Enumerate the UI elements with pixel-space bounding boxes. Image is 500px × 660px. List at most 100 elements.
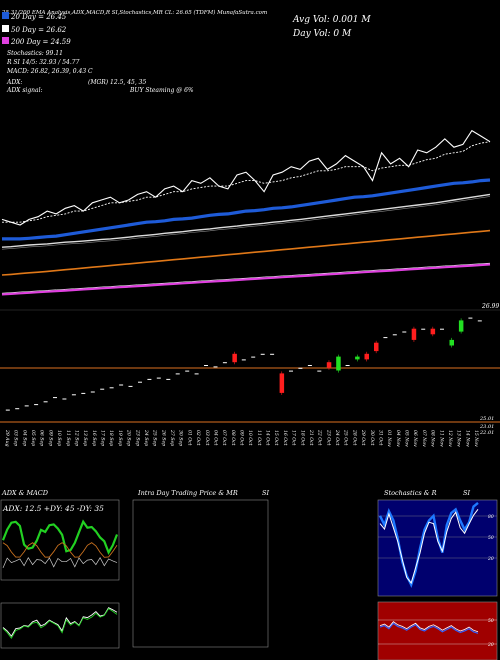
candle <box>156 377 161 379</box>
date-tick-label: 03 Sep <box>13 430 19 446</box>
date-tick-label: 13 Sep <box>82 430 88 446</box>
date-tick-label: 01 Nov <box>386 430 392 447</box>
candle <box>119 384 124 386</box>
candle <box>90 391 95 393</box>
date-tick-label: 30 Sep <box>178 430 184 446</box>
date-tick-label: 27 Sep <box>169 429 175 446</box>
date-tick-label: 04 Nov <box>395 430 401 447</box>
date-tick-label: 09 Sep <box>47 430 53 446</box>
candle <box>477 320 482 322</box>
date-tick-label: 04 Sep <box>21 430 27 446</box>
adx-label: ADX: <box>6 79 22 86</box>
avg-volume: Avg Vol: 0.001 M <box>292 15 371 25</box>
candle <box>71 394 76 396</box>
date-tick-label: 18 Oct <box>299 430 305 446</box>
adx-signal-label: ADX signal: <box>6 87 43 94</box>
candle <box>392 334 397 336</box>
ma20-line <box>2 178 491 241</box>
date-tick-label: 14 Nov <box>464 430 470 447</box>
candle <box>204 365 208 366</box>
candle <box>109 387 114 389</box>
date-tick-label: 06 Sep <box>39 430 45 446</box>
date-tick-label: 21 Oct <box>308 429 314 446</box>
ma50-text: 50 Day = 26.62 <box>11 26 67 34</box>
ma100-line <box>1 229 491 276</box>
stoch-rsi-title: Stochastics & R <box>384 489 437 497</box>
adx-box <box>0 499 120 581</box>
candle <box>62 398 67 400</box>
date-tick-label: 28 Oct <box>351 429 357 446</box>
date-tick-label: 12 Nov <box>447 430 453 447</box>
candle <box>5 409 10 411</box>
candle <box>53 397 57 399</box>
candle <box>421 328 426 330</box>
date-tick-label: 24 Oct <box>334 429 340 446</box>
macd-text: MACD: 26.82, 26.39, 0.43 C <box>6 68 93 75</box>
date-tick-label: 09 Oct <box>239 430 245 446</box>
adx-plus-line <box>1 519 119 556</box>
rsi-tick-lower: 20 <box>487 642 494 648</box>
ma20-text: 20 Day = 26.45 <box>10 13 67 21</box>
ma50-line <box>1 193 491 248</box>
stoch-tick-80: 80 <box>488 514 494 520</box>
buy-signal: BUY Steaming @ 6% <box>129 87 194 94</box>
date-tick-label: 13 Nov <box>456 430 462 447</box>
date-tick-label: 18 Sep <box>108 430 114 446</box>
macd-box <box>0 602 120 649</box>
date-tick-label: 31 Oct <box>378 430 384 446</box>
y-label-top: 26.99 <box>481 303 499 310</box>
date-tick-label: 03 Oct <box>204 430 210 446</box>
adx-minus-line <box>2 542 118 558</box>
candle <box>213 366 218 368</box>
stoch-k-line <box>378 501 479 589</box>
ma200-swatch <box>2 37 9 44</box>
date-tick-label: 22 Oct <box>317 429 323 446</box>
header-top-line: 25.31/200 EMA Analysis,ADX,MACD,R SI,Sto… <box>1 9 267 16</box>
stoch-rsi-si: SI <box>463 489 470 497</box>
date-tick-label: 17 Oct <box>291 430 297 446</box>
ma50-shadow <box>1 196 491 250</box>
candle <box>402 331 407 333</box>
date-tick-label: 01 Oct <box>186 430 192 446</box>
date-tick-label: 11 Sep <box>65 430 71 446</box>
date-tick-label: 17 Sep <box>100 430 106 446</box>
date-tick-label: 16 Oct <box>282 430 288 446</box>
candle <box>270 353 275 355</box>
candle <box>298 367 303 369</box>
ma200-outline <box>1 262 491 294</box>
candle <box>468 317 473 319</box>
candle <box>128 385 133 387</box>
y-label-2: 23.01 <box>479 424 494 430</box>
intraday-si: SI <box>262 489 269 497</box>
date-tick-label: 07 Oct <box>221 430 227 446</box>
candlestick-chart <box>5 317 482 411</box>
date-tick-label: 10 Oct <box>247 430 253 446</box>
date-tick-label: 10 Sep <box>56 430 62 446</box>
date-tick-label: 29 Aug <box>4 429 10 447</box>
ma20-swatch <box>2 12 9 19</box>
day-volume: Day Vol: 0 M <box>292 29 352 39</box>
date-tick-label: 19 Sep <box>117 430 123 446</box>
date-tick-label: 06 Nov <box>412 430 418 447</box>
date-tick-label: 15 Oct <box>273 430 279 446</box>
intraday-title: Intra Day Trading Price & MR <box>137 489 238 497</box>
candle <box>100 388 105 390</box>
date-tick-label: 23 Oct <box>325 429 331 446</box>
candle <box>251 356 256 358</box>
candle <box>15 408 20 410</box>
candle <box>34 404 39 406</box>
candle <box>194 373 199 375</box>
date-tick-label: 05 Sep <box>30 430 36 446</box>
rsi-signal-line <box>379 621 479 633</box>
date-tick-label: 14 Oct <box>265 430 271 446</box>
adx-legend: ADX: 12.5 +DY: 45 -DY: 35 <box>2 504 104 513</box>
adx-macd-title: ADX & MACD <box>1 489 49 497</box>
date-tick-label: 11 Nov <box>438 430 444 447</box>
candle <box>289 370 293 372</box>
candle <box>81 392 86 394</box>
y-label-1: 25.01 <box>479 416 494 422</box>
candle <box>241 359 246 361</box>
candle <box>138 381 142 383</box>
candle <box>43 401 48 403</box>
date-tick-label: 24 Sep <box>143 429 149 446</box>
